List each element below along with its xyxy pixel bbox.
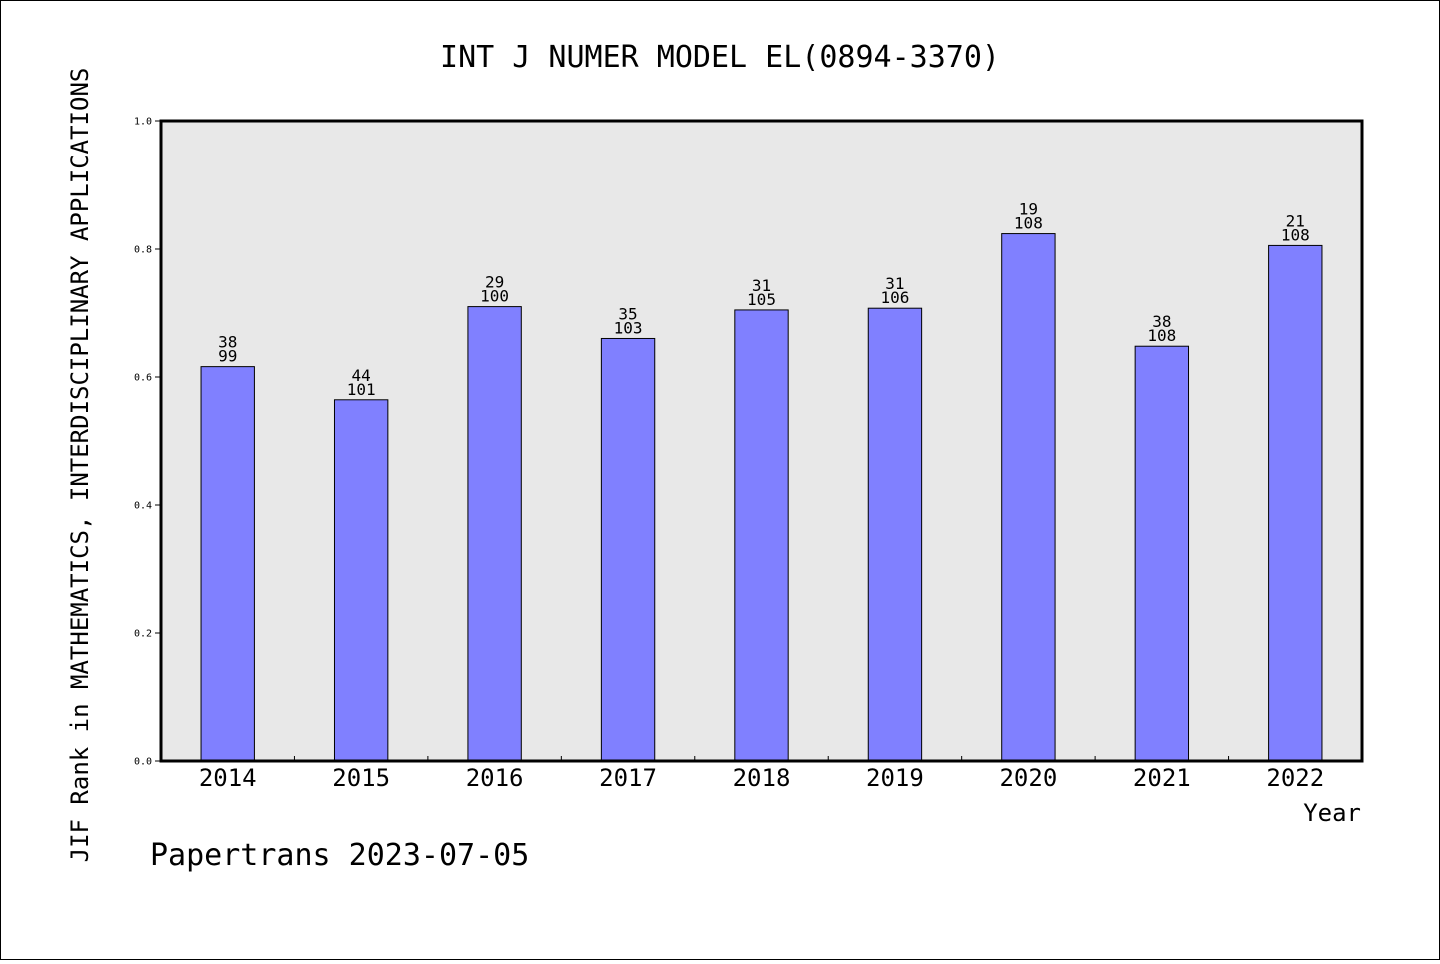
bar-2015 [333,399,389,762]
bar-rank-label: 38 [1152,312,1171,331]
bar-2021 [1134,345,1190,762]
x-tick-label: 2022 [1266,764,1324,792]
x-tick-label: 2018 [733,764,791,792]
bar-rank-label: 44 [352,366,371,385]
chart-title: INT J NUMER MODEL EL(0894-3370) [440,40,1000,75]
bar-2022 [1268,244,1323,762]
x-tick-label: 2019 [866,764,924,792]
bar-rank-label: 31 [885,274,904,293]
x-tick-label: 2014 [199,764,257,792]
y-tick-label: 0.4 [134,501,152,512]
bar-total-label: 103 [614,318,643,337]
x-axis: 2014 2015 2016 2017 2018 2019 2020 2021 2022 [199,756,1324,792]
bar-2019 [867,307,923,762]
bar-total-label: 99 [218,347,237,366]
bar-rank-label: 35 [618,304,637,323]
plot-border [159,119,1364,763]
bar-total-label: 108 [1147,326,1176,345]
x-tick-label: 2016 [466,764,524,792]
x-tick-label: 2020 [999,764,1057,792]
bars [200,233,1323,762]
bar-total-label: 100 [480,287,509,306]
y-tick-label: 0.6 [134,373,152,384]
bar-rank-label: 31 [752,276,771,295]
bar-labels: 3899441012910035103311053110619108381082… [218,200,1310,399]
x-tick-label: 2015 [332,764,390,792]
x-tick-label: 2017 [599,764,657,792]
bar-total-label: 106 [880,288,909,307]
bar-total-label: 101 [347,380,376,399]
y-axis-label: JIF Rank in MATHEMATICS, INTERDISCIPLINA… [66,68,94,863]
bar-total-label: 108 [1014,214,1043,233]
bar-2020 [1001,233,1056,762]
bar-2018 [734,309,789,762]
bar-2017 [600,337,656,762]
bar-total-label: 105 [747,290,776,309]
bar-rank-label: 19 [1019,200,1038,219]
y-tick-label: 0.0 [134,757,152,768]
bar-rank-label: 21 [1286,211,1305,230]
y-tick-label: 0.2 [134,629,152,640]
bar-rank-label: 29 [485,273,504,292]
y-tick-label: 0.8 [134,245,152,256]
y-tick-label: 1.0 [134,117,152,128]
bar-2016 [467,306,522,762]
bar-2014 [200,366,255,762]
x-tick-label: 2021 [1133,764,1191,792]
y-axis: 0.0 0.2 0.4 0.6 0.8 1.0 [134,117,161,768]
bar-total-label: 108 [1281,225,1310,244]
x-axis-label: Year [1303,799,1361,827]
bar-rank-label: 38 [218,333,237,352]
footer-credit: Papertrans 2023-07-05 [150,838,529,873]
